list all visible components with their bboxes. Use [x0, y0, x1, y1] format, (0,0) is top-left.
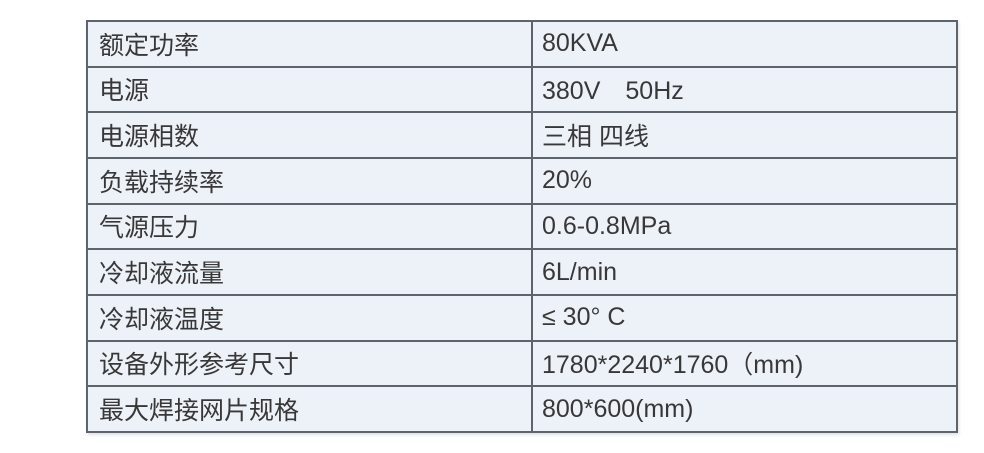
spec-value: 6L/min	[531, 248, 958, 296]
spec-name: 冷却液流量	[86, 248, 533, 296]
table-row: 电源 380V 50Hz	[86, 65, 958, 114]
spec-value: ≤ 30° C	[531, 293, 958, 342]
spec-value: 800*600(mm)	[531, 385, 958, 433]
table-row: 设备外形参考尺寸 1780*2240*1760（mm)	[86, 339, 958, 388]
table-row: 额定功率 80KVA	[86, 20, 958, 68]
spec-name: 冷却液温度	[86, 293, 533, 342]
spec-value: 80KVA	[531, 20, 958, 68]
spec-name: 最大焊接网片规格	[86, 385, 533, 433]
table-row: 冷却液温度 ≤ 30° C	[86, 293, 958, 342]
spec-value: 380V 50Hz	[531, 65, 958, 114]
spec-value: 三相 四线	[531, 111, 958, 159]
spec-name: 电源相数	[86, 111, 533, 159]
spec-value: 1780*2240*1760（mm)	[531, 339, 958, 388]
spec-value: 20%	[531, 156, 958, 205]
spec-name: 额定功率	[86, 20, 533, 68]
table-row: 电源相数 三相 四线	[86, 111, 958, 159]
spec-name: 气源压力	[86, 202, 533, 251]
spec-value: 0.6-0.8MPa	[531, 202, 958, 251]
specification-table: 额定功率 80KVA 电源 380V 50Hz 电源相数 三相 四线 负载持续率…	[86, 20, 958, 433]
table-row: 冷却液流量 6L/min	[86, 248, 958, 296]
spec-name: 电源	[86, 65, 533, 114]
table-row: 负载持续率 20%	[86, 156, 958, 205]
table-row: 最大焊接网片规格 800*600(mm)	[86, 385, 958, 433]
spec-name: 负载持续率	[86, 156, 533, 205]
spec-name: 设备外形参考尺寸	[86, 339, 533, 388]
specification-table-body: 额定功率 80KVA 电源 380V 50Hz 电源相数 三相 四线 负载持续率…	[86, 20, 958, 433]
table-row: 气源压力 0.6-0.8MPa	[86, 202, 958, 251]
